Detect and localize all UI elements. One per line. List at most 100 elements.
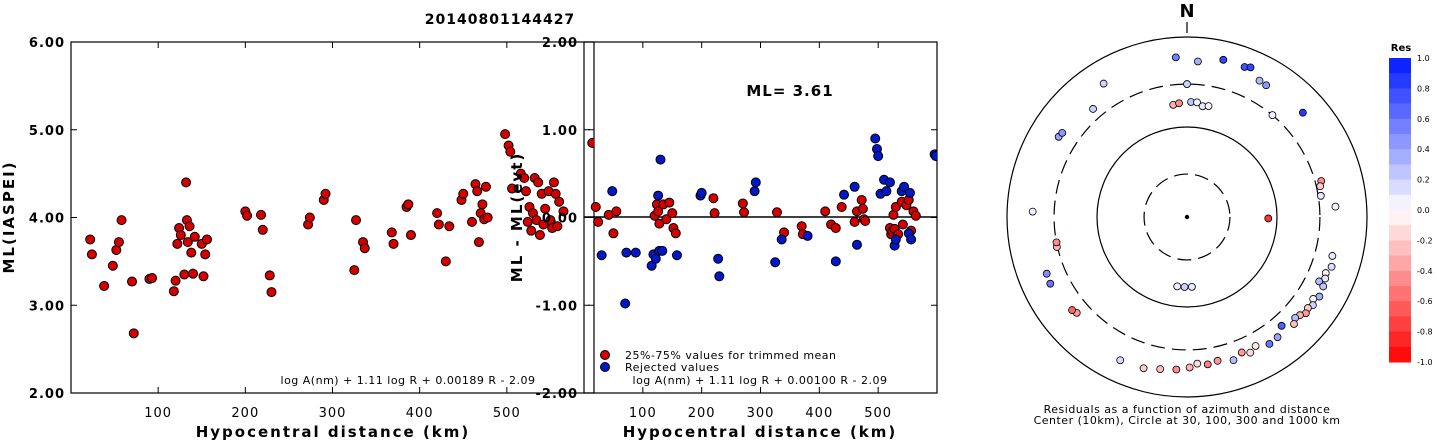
colorbar-tick-label: -0.8 [1417, 328, 1433, 337]
data-point [519, 173, 530, 184]
data-point [458, 188, 469, 199]
data-point [201, 234, 212, 245]
data-point [653, 206, 664, 217]
station-point [1099, 79, 1108, 88]
data-point [482, 212, 493, 223]
data-point [128, 328, 139, 339]
data-point [714, 271, 725, 282]
x-tick-label: 300 [747, 406, 775, 421]
chart2-y-ticks: -2.00 -1.00 0.00 1.00 2.00 [536, 36, 937, 402]
data-point [654, 218, 665, 229]
chart2-formula: log A(nm) + 1.11 log R + 0.00100 R - 2.0… [633, 374, 888, 387]
data-point [472, 186, 483, 197]
data-point [820, 206, 831, 217]
data-point [667, 208, 678, 219]
station-point [1262, 81, 1271, 90]
station-point [1193, 98, 1201, 107]
distance-circle-100km [1096, 126, 1278, 308]
figure-title: 20140801144427 [425, 12, 575, 28]
chart2-y-label: ML - ML(evt) [508, 152, 526, 282]
data-point [899, 181, 910, 192]
data-point [466, 216, 477, 227]
data-point [257, 224, 268, 235]
data-point [856, 194, 867, 205]
station-point [1193, 359, 1202, 368]
data-point [593, 216, 604, 227]
station-point [1246, 63, 1255, 72]
chart1-y-ticks: 2.00 3.00 4.00 5.00 6.00 [29, 36, 594, 402]
distance-circle-30km [1143, 173, 1231, 261]
data-point [771, 207, 782, 218]
data-point [147, 273, 158, 284]
station-point [1116, 356, 1125, 365]
data-point [359, 243, 370, 254]
x-tick-label: 100 [629, 406, 657, 421]
legend-marker-trimmed [600, 350, 610, 360]
data-point [749, 186, 760, 197]
data-point [670, 228, 681, 239]
data-point [256, 209, 267, 220]
colorbar-cell [1389, 270, 1411, 287]
colorbar-cell [1389, 179, 1411, 196]
station-point [1171, 53, 1180, 62]
data-point [264, 270, 275, 281]
station-point [1180, 283, 1189, 291]
station-point [1277, 321, 1286, 330]
station-point [1089, 105, 1097, 113]
data-point [860, 216, 871, 227]
data-point [189, 231, 200, 242]
colorbar-cell [1389, 240, 1411, 257]
colorbar-tick-label: 0.2 [1417, 176, 1430, 185]
data-point [607, 186, 618, 197]
data-point [473, 237, 484, 248]
x-tick-label: 400 [805, 406, 833, 421]
station-point [1273, 333, 1282, 342]
colorbar-cell [1389, 88, 1411, 105]
data-point [836, 201, 847, 212]
data-point [85, 234, 96, 245]
data-point [533, 177, 544, 188]
data-point [906, 234, 917, 245]
station-point [1265, 340, 1274, 348]
x-tick-label: 500 [493, 406, 521, 421]
data-point [870, 133, 881, 144]
colorbar-cell [1389, 73, 1411, 89]
y-tick-label: 6.00 [29, 36, 65, 51]
data-point [661, 214, 672, 225]
colorbar-cell [1389, 194, 1411, 211]
data-point [540, 203, 551, 214]
station-point [1139, 364, 1148, 373]
data-point [113, 237, 124, 248]
data-point [655, 154, 666, 165]
y-tick-label: 0.00 [542, 212, 578, 227]
data-point [739, 207, 750, 218]
colorbar-cell [1389, 286, 1411, 302]
colorbar-tick-label: -1.0 [1417, 358, 1433, 367]
caption-line-1: Residuals as a function of azimuth and d… [1044, 403, 1331, 416]
colorbar-title: Res [1391, 43, 1411, 54]
data-point [671, 250, 682, 261]
data-point [440, 256, 451, 267]
colorbar-tick-label: -0.2 [1417, 236, 1433, 245]
data-point [266, 287, 277, 298]
station-point [1268, 111, 1277, 120]
residual-colorbar: Res 1.0 0.8 0.6 0.4 0.2 0.0 -0.2 -0.4 -0.6 -0.8 -1… [1389, 43, 1433, 367]
colorbar-cell [1389, 134, 1411, 150]
data-point [830, 223, 841, 234]
data-point [320, 188, 331, 199]
colorbar-tick-label: 1.0 [1417, 54, 1430, 63]
data-point [737, 198, 748, 209]
station-point [1172, 365, 1181, 374]
y-tick-label: 2.00 [29, 387, 65, 402]
colorbar-cell [1389, 331, 1411, 348]
data-point [186, 247, 197, 258]
data-point [200, 249, 211, 260]
chart2-x-ticks: 100 200 300 400 500 [629, 42, 891, 421]
x-tick-label: 400 [406, 406, 434, 421]
data-point [696, 187, 707, 198]
data-point [621, 247, 632, 258]
data-point [890, 234, 901, 245]
data-point [182, 237, 193, 248]
data-point [444, 221, 455, 232]
station-point [1316, 182, 1325, 191]
